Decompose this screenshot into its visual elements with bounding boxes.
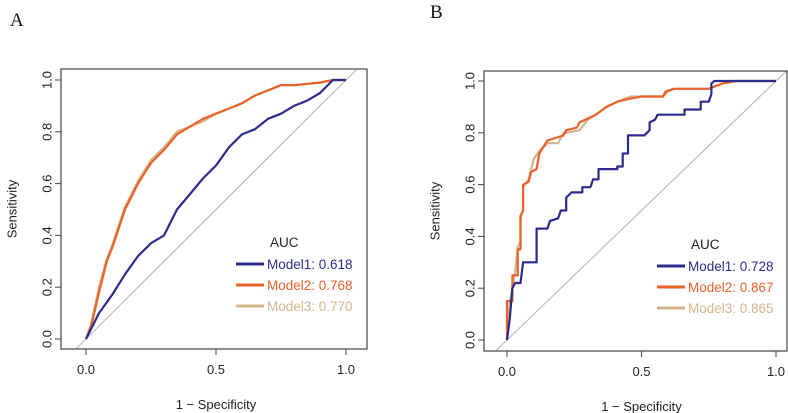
panel-label: B xyxy=(430,2,443,23)
legend: AUC Model1: 0.728 Model2: 0.867 Model3: 0.8… xyxy=(657,237,774,316)
x-tick-label: 0.0 xyxy=(498,364,516,379)
legend-label-model1: Model1: 0.728 xyxy=(688,259,774,274)
legend-label-model2: Model2: 0.867 xyxy=(688,280,774,295)
x-tick-label: 0.5 xyxy=(207,362,225,377)
y-tick-label: 0.0 xyxy=(463,331,478,349)
y-axis-label: Sensitivity xyxy=(5,179,20,238)
y-tick-label: 0.4 xyxy=(40,226,55,244)
roc-curve-model2 xyxy=(505,79,776,340)
x-axis-label: 1 − Specificity xyxy=(601,399,682,413)
x-tick-label: 0.0 xyxy=(77,362,95,377)
legend-title: AUC xyxy=(691,237,720,252)
y-tick-label: 0.6 xyxy=(40,175,55,193)
y-tick-label: 0.8 xyxy=(40,123,55,141)
y-tick-label: 0.8 xyxy=(463,124,478,142)
roc-panel-b: B 0.0 0.5 1.0 0.0 0.2 0.4 0.6 0.8 1.0 1 − Specific… xyxy=(428,2,788,413)
x-tick-label: 1.0 xyxy=(337,362,355,377)
legend-label-model3: Model3: 0.865 xyxy=(688,301,774,316)
plot-frame xyxy=(60,68,368,350)
legend-label-model2: Model2: 0.768 xyxy=(267,278,353,293)
y-tick-label: 0.6 xyxy=(463,176,478,194)
x-tick-label: 1.0 xyxy=(767,364,785,379)
y-tick-label: 1.0 xyxy=(40,71,55,89)
x-axis-label: 1 − Specificity xyxy=(176,397,257,412)
legend-label-model1: Model1: 0.618 xyxy=(267,257,353,272)
roc-panel-a: A 0.0 0.5 1.0 0.0 0.2 0.4 0.6 0.8 1.0 1 − Specific… xyxy=(5,10,368,412)
reference-diagonal xyxy=(75,69,358,349)
roc-curve-model2 xyxy=(84,78,346,340)
y-axis-label: Sensitivity xyxy=(428,181,443,240)
roc-curve-model1 xyxy=(505,79,776,341)
legend-title: AUC xyxy=(270,235,299,250)
y-tick-label: 0.2 xyxy=(463,279,478,297)
roc-curve-model1 xyxy=(85,78,346,340)
y-tick-label: 0.4 xyxy=(463,227,478,245)
legend-label-model3: Model3: 0.770 xyxy=(267,299,353,314)
legend: AUC Model1: 0.618 Model2: 0.768 Model3: 0.7… xyxy=(236,235,353,314)
y-tick-label: 0.2 xyxy=(40,278,55,296)
x-tick-label: 0.5 xyxy=(632,364,650,379)
y-tick-label: 0.0 xyxy=(40,330,55,348)
reference-diagonal xyxy=(494,71,787,351)
y-tick-label: 1.0 xyxy=(463,72,478,90)
panel-label: A xyxy=(10,10,24,31)
plot-frame xyxy=(483,70,788,352)
